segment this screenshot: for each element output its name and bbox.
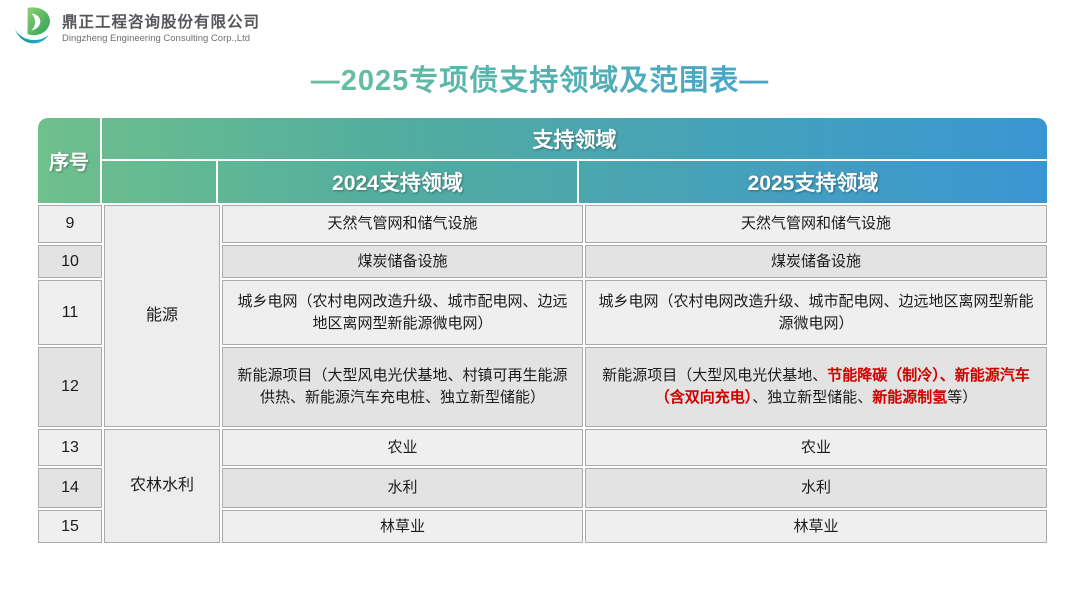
category-energy: 能源 xyxy=(104,205,220,427)
header-no: 序号 xyxy=(38,118,102,203)
table-body: 9 能源 天然气管网和储气设施 天然气管网和储气设施 10 煤炭储备设施 煤炭储… xyxy=(38,205,1047,543)
header-col-2025: 2025支持领域 xyxy=(747,172,879,195)
cell-2025: 农业 xyxy=(585,429,1047,466)
cell-2025: 城乡电网（农村电网改造升级、城市配电网、边远地区离网型新能源微电网） xyxy=(585,280,1047,345)
header-col-2024: 2024支持领域 xyxy=(218,161,579,203)
row-no: 14 xyxy=(38,468,102,508)
page-title: —2025专项债支持领域及范围表— xyxy=(0,57,1080,99)
cell-2024: 天然气管网和储气设施 xyxy=(222,205,583,243)
cell-2025: 新能源项目（大型风电光伏基地、节能降碳（制冷）、新能源汽车（含双向充电）、独立新… xyxy=(585,347,1047,427)
row-no: 11 xyxy=(38,280,102,345)
cell-2024: 城乡电网（农村电网改造升级、城市配电网、边远地区离网型新能源微电网） xyxy=(222,280,583,345)
row-no: 12 xyxy=(38,347,102,427)
dingzheng-logo-icon xyxy=(14,7,50,44)
table-header: 序号 支持领域 2024支持领域 2025支持领域 xyxy=(38,118,1047,203)
cell-2025: 天然气管网和储气设施 xyxy=(585,205,1047,243)
row-no: 10 xyxy=(38,245,102,278)
support-areas-table: 序号 支持领域 2024支持领域 2025支持领域 9 能源 天然气管网和储气设… xyxy=(38,118,1047,543)
header-group: 支持领域 xyxy=(102,118,1047,161)
brand-text: 鼎正工程咨询股份有限公司 Dingzheng Engineering Consu… xyxy=(62,10,260,44)
cell-2024: 林草业 xyxy=(222,510,583,543)
cell-2025: 煤炭储备设施 xyxy=(585,245,1047,278)
cell-2024: 煤炭储备设施 xyxy=(222,245,583,278)
row-no: 15 xyxy=(38,510,102,543)
company-name-cn: 鼎正工程咨询股份有限公司 xyxy=(62,14,261,31)
row-no: 9 xyxy=(38,205,102,243)
category-agri-forest-water: 农林水利 xyxy=(104,429,220,543)
cell-2024: 水利 xyxy=(222,468,583,508)
cell-2024: 农业 xyxy=(222,429,583,466)
cell-2024: 新能源项目（大型风电光伏基地、村镇可再生能源供热、新能源汽车充电桩、独立新型储能… xyxy=(222,347,583,427)
header-blank-cell xyxy=(102,161,218,203)
cell-2025: 水利 xyxy=(585,468,1047,508)
cell-2025: 林草业 xyxy=(585,510,1047,543)
brand-block: 鼎正工程咨询股份有限公司 Dingzheng Engineering Consu… xyxy=(12,7,260,47)
row-no: 13 xyxy=(38,429,102,466)
company-name-en: Dingzheng Engineering Consulting Corp.,L… xyxy=(62,33,251,44)
